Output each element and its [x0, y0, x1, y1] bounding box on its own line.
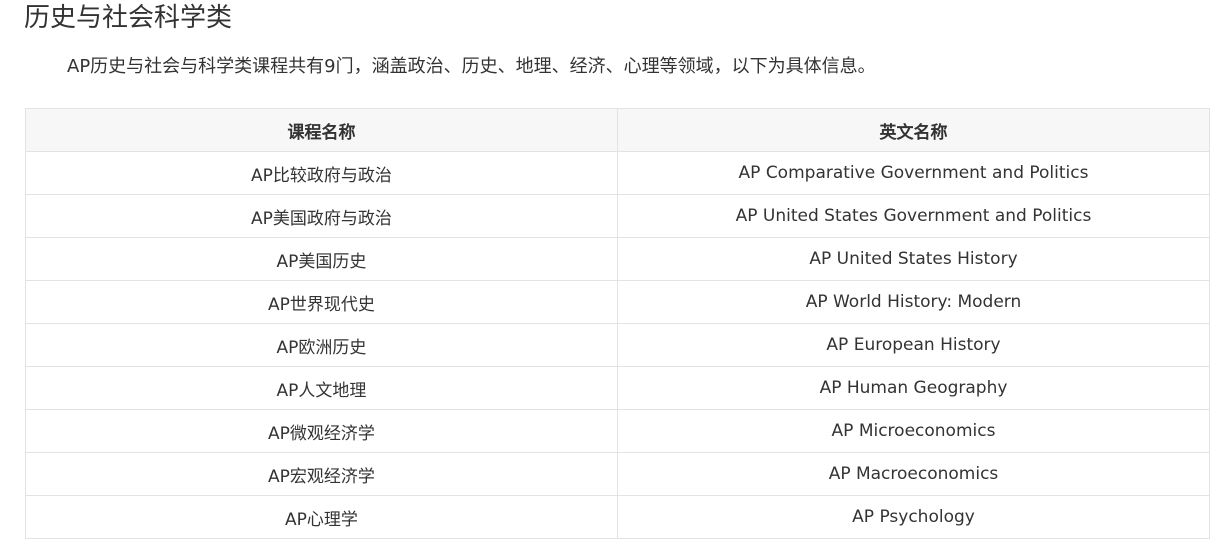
course-name-cell: AP比较政府与政治	[25, 151, 618, 195]
english-name-cell: AP Psychology	[617, 495, 1210, 539]
course-name-cell: AP欧洲历史	[25, 323, 618, 367]
header-course-name: 课程名称	[25, 108, 618, 152]
english-name-cell: AP Human Geography	[617, 366, 1210, 410]
english-name-cell: AP United States Government and Politics	[617, 194, 1210, 238]
english-name-cell: AP World History: Modern	[617, 280, 1210, 324]
table-row: AP心理学 AP Psychology	[25, 495, 1210, 539]
english-name-cell: AP Comparative Government and Politics	[617, 151, 1210, 195]
course-name-cell: AP美国历史	[25, 237, 618, 281]
english-name-cell: AP Microeconomics	[617, 409, 1210, 453]
table-row: AP美国历史 AP United States History	[25, 237, 1210, 281]
table-row: AP美国政府与政治 AP United States Government and…	[25, 194, 1210, 238]
english-name-cell: AP United States History	[617, 237, 1210, 281]
table-row: AP微观经济学 AP Microeconomics	[25, 409, 1210, 453]
table-header-row: 课程名称 英文名称	[25, 108, 1210, 152]
course-name-cell: AP微观经济学	[25, 409, 618, 453]
table-row: AP宏观经济学 AP Macroeconomics	[25, 452, 1210, 496]
course-table: 课程名称 英文名称 AP比较政府与政治 AP Comparative Govern…	[25, 108, 1210, 539]
table-row: AP人文地理 AP Human Geography	[25, 366, 1210, 410]
course-name-cell: AP宏观经济学	[25, 452, 618, 496]
table-row: AP欧洲历史 AP European History	[25, 323, 1210, 367]
course-name-cell: AP美国政府与政治	[25, 194, 618, 238]
course-name-cell: AP世界现代史	[25, 280, 618, 324]
section-title: 历史与社会科学类	[24, 3, 233, 33]
english-name-cell: AP Macroeconomics	[617, 452, 1210, 496]
course-name-cell: AP人文地理	[25, 366, 618, 410]
english-name-cell: AP European History	[617, 323, 1210, 367]
header-english-name: 英文名称	[617, 108, 1210, 152]
course-name-cell: AP心理学	[25, 495, 618, 539]
intro-paragraph: AP历史与社会与科学类课程共有9门，涵盖政治、历史、地理、经济、心理等领域，以下…	[67, 56, 876, 77]
table-row: AP比较政府与政治 AP Comparative Government and P…	[25, 151, 1210, 195]
table-row: AP世界现代史 AP World History: Modern	[25, 280, 1210, 324]
